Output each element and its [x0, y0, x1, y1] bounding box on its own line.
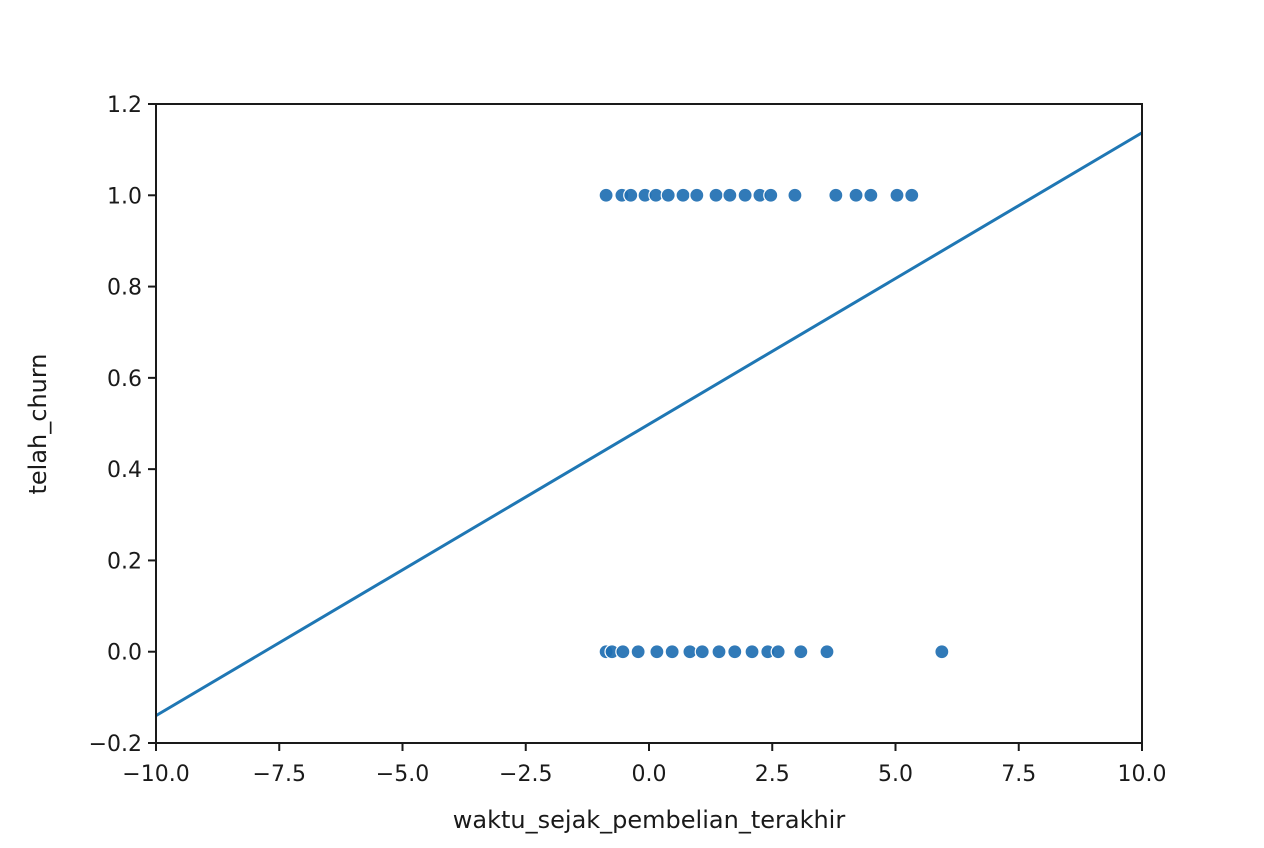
data-point: [848, 187, 864, 203]
x-axis-label: waktu_sejak_pembelian_terakhir: [453, 806, 846, 834]
data-point: [763, 187, 779, 203]
data-point: [649, 644, 665, 660]
x-tick-label: 2.5: [755, 762, 790, 787]
y-tick-label: 0.8: [107, 276, 142, 301]
data-point: [630, 644, 646, 660]
x-tick-label: −10.0: [122, 762, 189, 787]
data-point: [904, 187, 920, 203]
data-point: [660, 187, 676, 203]
data-point: [863, 187, 879, 203]
y-tick-label: 0.6: [107, 367, 142, 392]
data-point: [770, 644, 786, 660]
y-tick-label: 0.0: [107, 641, 142, 666]
x-tick-label: 5.0: [878, 762, 913, 787]
data-point: [934, 644, 950, 660]
data-point: [889, 187, 905, 203]
data-point: [694, 644, 710, 660]
data-point: [708, 187, 724, 203]
y-axis-label: telah_churn: [24, 353, 52, 494]
data-point: [664, 644, 680, 660]
data-point: [598, 187, 614, 203]
data-point: [689, 187, 705, 203]
x-axis: −10.0 −7.5 −5.0 −2.5 0.0 2.5 5.0 7.5 10.0: [122, 743, 1166, 787]
data-point: [727, 644, 743, 660]
y-tick-label: 1.2: [107, 93, 142, 118]
regression-line: [155, 131, 1143, 717]
x-tick-label: −2.5: [499, 762, 552, 787]
x-tick-label: 0.0: [632, 762, 667, 787]
data-point: [744, 644, 760, 660]
y-tick-label: 1.0: [107, 184, 142, 209]
y-axis: −0.2 0.0 0.2 0.4 0.6 0.8 1.0 1.2: [89, 93, 156, 757]
data-point: [623, 187, 639, 203]
x-tick-label: −7.5: [253, 762, 306, 787]
scatter-points: [598, 187, 950, 660]
data-point: [737, 187, 753, 203]
data-point: [793, 644, 809, 660]
data-point: [615, 644, 631, 660]
x-tick-label: 10.0: [1118, 762, 1167, 787]
data-point: [787, 187, 803, 203]
y-tick-label: 0.2: [107, 549, 142, 574]
data-point: [675, 187, 691, 203]
x-tick-label: 7.5: [1001, 762, 1036, 787]
y-tick-label: 0.4: [107, 458, 142, 483]
data-point: [722, 187, 738, 203]
fit-line: [155, 131, 1143, 717]
data-point: [819, 644, 835, 660]
x-tick-label: −5.0: [376, 762, 429, 787]
data-point: [711, 644, 727, 660]
data-point: [828, 187, 844, 203]
y-tick-label: −0.2: [89, 732, 142, 757]
